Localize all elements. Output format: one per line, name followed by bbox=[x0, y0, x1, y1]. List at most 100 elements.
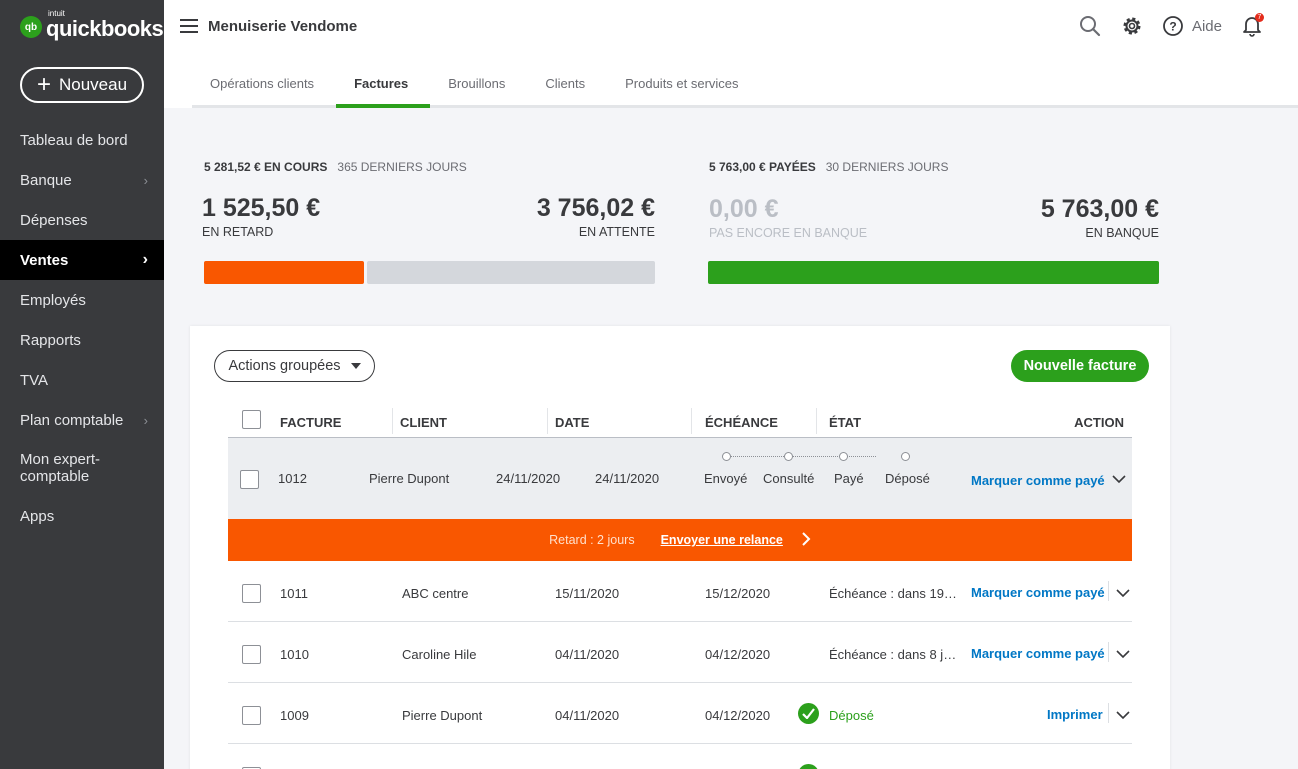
step-viewed: Consulté bbox=[763, 471, 815, 486]
help-label: Aide bbox=[1191, 17, 1222, 35]
sidebar-item-reports[interactable]: Rapports bbox=[0, 320, 164, 360]
client-name: Caroline Hile bbox=[402, 647, 477, 662]
table-row-expanded[interactable]: 1012 Pierre Dupont 24/11/2020 24/11/2020… bbox=[228, 438, 1132, 519]
sidebar-item-banking[interactable]: Banque › bbox=[0, 160, 164, 200]
batch-actions-dropdown[interactable]: Actions groupées bbox=[214, 350, 375, 382]
sidebar-item-chart-of-accounts[interactable]: Plan comptable › bbox=[0, 400, 164, 440]
row-checkbox[interactable] bbox=[242, 706, 261, 725]
sidebar-item-label: Apps bbox=[20, 507, 55, 525]
step-dot-icon bbox=[839, 452, 848, 461]
step-deposited: Déposé bbox=[885, 471, 930, 486]
invoice-list-card: Actions groupées Nouvelle facture FACTUR… bbox=[190, 326, 1170, 769]
chevron-down-icon[interactable] bbox=[1116, 708, 1130, 723]
status-text: Échéance : dans 19… bbox=[829, 586, 957, 601]
mark-paid-link[interactable]: Marquer comme payé bbox=[971, 473, 1105, 488]
deposited-label: EN BANQUE bbox=[1085, 226, 1159, 240]
bell-icon[interactable]: 7 bbox=[1240, 13, 1264, 38]
header: Menuiserie Vendome ? Aide 7 Opérations c… bbox=[164, 0, 1298, 108]
overdue-banner: Retard : 2 jours Envoyer une relance bbox=[228, 519, 1132, 561]
step-paid: Payé bbox=[834, 471, 864, 486]
new-button[interactable]: + Nouveau bbox=[20, 67, 144, 103]
due-date: 04/12/2020 bbox=[705, 708, 771, 723]
chevron-down-icon[interactable] bbox=[1116, 586, 1130, 601]
status-steps: Envoyé Consulté Payé Déposé bbox=[698, 450, 930, 500]
client-name: Pierre Dupont bbox=[402, 708, 483, 723]
tab-bar: Opérations clients Factures Brouillons C… bbox=[192, 62, 1298, 108]
not-deposited-amount: 0,00 € bbox=[709, 195, 779, 223]
tab-drafts[interactable]: Brouillons bbox=[448, 76, 506, 91]
client-name: ABC centre bbox=[402, 586, 469, 601]
column-header-client[interactable]: CLIENT bbox=[400, 415, 447, 430]
help-icon: ? bbox=[1163, 16, 1183, 36]
table-row[interactable]: 1010 Caroline Hile 04/11/2020 04/12/2020… bbox=[228, 622, 1132, 683]
not-deposited-label: PAS ENCORE EN BANQUE bbox=[709, 226, 868, 240]
due-date: 15/12/2020 bbox=[705, 586, 771, 601]
sidebar-item-label: Employés bbox=[20, 291, 86, 309]
sidebar-item-expenses[interactable]: Dépenses bbox=[0, 200, 164, 240]
print-link[interactable]: Imprimer bbox=[1047, 707, 1103, 722]
quickbooks-logo[interactable]: qb intuit quickbooks bbox=[20, 9, 164, 42]
overdue-bar[interactable] bbox=[204, 261, 364, 284]
hamburger-menu-icon[interactable] bbox=[180, 19, 198, 33]
column-header-date[interactable]: DATE bbox=[555, 415, 590, 430]
sidebar-item-accountant[interactable]: Mon expert-comptable bbox=[0, 440, 164, 496]
step-dot-icon bbox=[784, 452, 793, 461]
unpaid-summary: 5 281,52 € EN COURS 365 DERNIERS JOURS 1 … bbox=[202, 160, 655, 239]
batch-actions-label: Actions groupées bbox=[228, 358, 341, 374]
chevron-down-icon[interactable] bbox=[1112, 472, 1126, 487]
help-button[interactable]: ? Aide bbox=[1162, 15, 1222, 37]
tab-customer-transactions[interactable]: Opérations clients bbox=[210, 76, 315, 91]
tab-customers[interactable]: Clients bbox=[545, 76, 586, 91]
status-text: Déposé bbox=[829, 708, 874, 723]
sidebar-item-apps[interactable]: Apps bbox=[0, 496, 164, 536]
send-reminder-link[interactable]: Envoyer une relance bbox=[660, 533, 783, 547]
new-button-label: Nouveau bbox=[58, 75, 128, 94]
paid-total: 5 763,00 € PAYÉES bbox=[709, 160, 816, 174]
pending-label: EN ATTENTE bbox=[578, 225, 655, 239]
sidebar-item-employees[interactable]: Employés bbox=[0, 280, 164, 320]
column-header-status[interactable]: ÉTAT bbox=[829, 415, 862, 430]
column-header-action: ACTION bbox=[1074, 415, 1124, 430]
step-sent: Envoyé bbox=[704, 471, 748, 486]
chevron-right-icon[interactable] bbox=[801, 531, 811, 549]
invoice-number: 1011 bbox=[280, 586, 308, 601]
due-date: 04/12/2020 bbox=[705, 647, 771, 662]
sidebar-item-vat[interactable]: TVA bbox=[0, 360, 164, 400]
column-header-due[interactable]: ÉCHÉANCE bbox=[705, 415, 778, 430]
search-icon[interactable] bbox=[1078, 14, 1102, 38]
sidebar: qb intuit quickbooks + Nouveau Tableau d… bbox=[0, 0, 164, 769]
deposited-bar[interactable] bbox=[708, 261, 1159, 284]
overdue-amount: 1 525,50 € bbox=[202, 194, 321, 222]
chevron-down-icon[interactable] bbox=[1116, 647, 1130, 662]
mark-paid-link[interactable]: Marquer comme payé bbox=[971, 646, 1105, 661]
pending-bar[interactable] bbox=[367, 261, 655, 284]
sidebar-item-label: TVA bbox=[20, 371, 49, 389]
sidebar-item-label: Rapports bbox=[20, 331, 81, 349]
deposited-amount: 5 763,00 € bbox=[1040, 195, 1159, 223]
sidebar-item-label: Ventes bbox=[20, 251, 69, 269]
new-invoice-button[interactable]: Nouvelle facture bbox=[1011, 350, 1149, 382]
row-checkbox[interactable] bbox=[242, 767, 261, 769]
logo-name: quickbooks bbox=[46, 16, 164, 41]
logo-intuit-text: intuit bbox=[48, 9, 65, 18]
sidebar-item-label: Dépenses bbox=[20, 211, 88, 229]
tab-products-services[interactable]: Produits et services bbox=[625, 76, 739, 91]
tab-invoices[interactable]: Factures bbox=[336, 62, 431, 108]
step-dot-icon bbox=[722, 452, 731, 461]
gear-icon[interactable] bbox=[1120, 14, 1144, 38]
row-checkbox[interactable] bbox=[240, 470, 259, 489]
mark-paid-link[interactable]: Marquer comme payé bbox=[971, 585, 1105, 600]
table-row[interactable]: 1009 Pierre Dupont 04/11/2020 04/12/2020… bbox=[228, 683, 1132, 744]
select-all-checkbox[interactable] bbox=[242, 410, 261, 429]
sidebar-item-dashboard[interactable]: Tableau de bord bbox=[0, 120, 164, 160]
table-row[interactable] bbox=[228, 744, 1132, 769]
row-checkbox[interactable] bbox=[242, 584, 261, 603]
table-row[interactable]: 1011 ABC centre 15/11/2020 15/12/2020 Éc… bbox=[228, 561, 1132, 622]
column-header-invoice[interactable]: FACTURE bbox=[280, 415, 342, 430]
notification-badge: 7 bbox=[1255, 13, 1264, 22]
unpaid-period: 365 DERNIERS JOURS bbox=[337, 160, 467, 174]
row-checkbox[interactable] bbox=[242, 645, 261, 664]
check-circle-icon bbox=[798, 703, 819, 724]
overdue-label: EN RETARD bbox=[202, 225, 274, 239]
sidebar-item-sales[interactable]: Ventes › bbox=[0, 240, 164, 280]
